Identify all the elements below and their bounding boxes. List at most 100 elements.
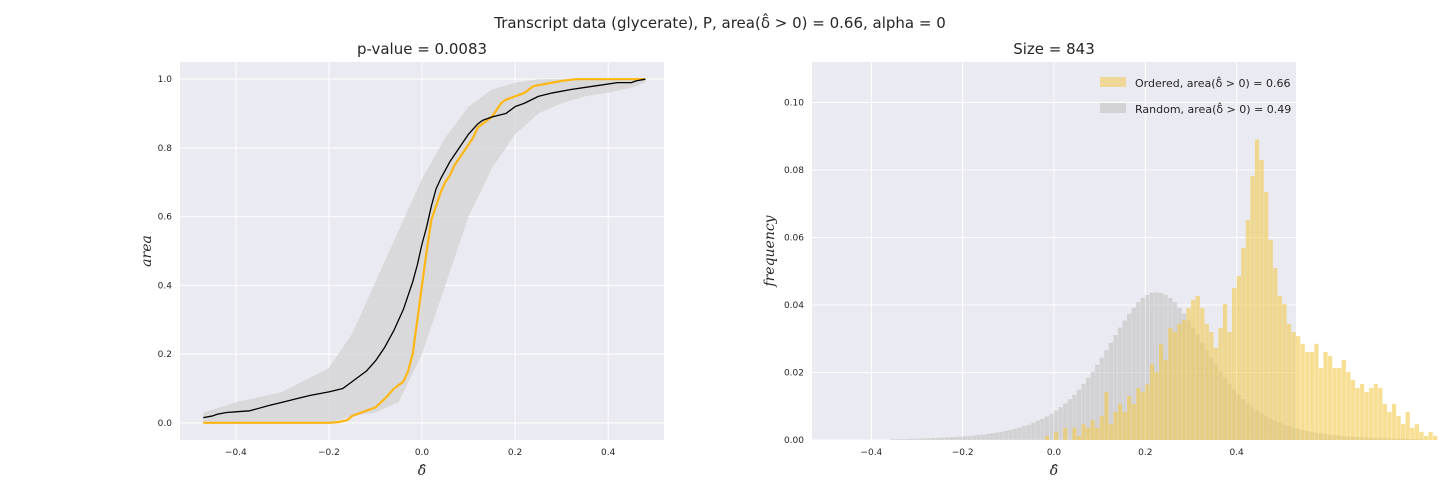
ordered-hist-bar xyxy=(1428,431,1433,440)
ordered-hist-bar xyxy=(1387,411,1392,440)
random-hist-bar xyxy=(1049,413,1054,440)
right-xtick-label: 0.4 xyxy=(1229,448,1244,458)
ordered-hist-bar xyxy=(1090,420,1095,440)
random-hist-bar xyxy=(994,432,999,440)
ordered-hist-bar xyxy=(1282,303,1287,440)
random-hist-bar xyxy=(1012,428,1018,440)
random-hist-bar xyxy=(935,437,940,440)
ordered-hist-bar xyxy=(1213,347,1219,440)
ordered-hist-bar xyxy=(1273,267,1278,441)
ordered-hist-bar xyxy=(1095,427,1100,440)
left-ytick-label: 0.0 xyxy=(158,419,173,429)
random-hist-bar xyxy=(1063,403,1068,440)
random-hist-bar xyxy=(1117,327,1123,440)
random-hist-bar xyxy=(1099,357,1104,440)
ordered-hist-bar xyxy=(1172,332,1177,440)
left-xtick-label: −0.2 xyxy=(318,448,340,458)
ordered-hist-bar xyxy=(1054,431,1059,440)
ordered-hist-bar xyxy=(1108,424,1114,440)
confidence-band xyxy=(203,79,646,423)
legend-swatch-ordered xyxy=(1100,77,1126,87)
random-hist-bar xyxy=(1067,399,1072,440)
right-ticks: −0.4 −0.2 0.0 0.2 0.4 0.00 0.02 0.04 0.06 0.08 0.1… xyxy=(784,99,1244,459)
ordered-hist-bar xyxy=(1323,351,1328,440)
ordered-hist-bar xyxy=(1245,219,1251,440)
ordered-hist-bar xyxy=(1378,388,1383,440)
random-hist-bar xyxy=(939,437,945,440)
ordered-hist-bar xyxy=(1072,427,1077,440)
right-xtick-label: −0.4 xyxy=(860,448,882,458)
random-hist-bar xyxy=(930,437,935,440)
right-ytick-label: 0.06 xyxy=(784,234,804,244)
ordered-hist-bar xyxy=(1241,247,1246,440)
right-title: Size = 843 xyxy=(1013,40,1095,58)
ordered-hist-bar xyxy=(1355,388,1360,440)
ordered-hist-bar xyxy=(1346,372,1351,440)
ordered-hist-bar xyxy=(1373,383,1378,440)
left-ticks: −0.4 −0.2 0.0 0.2 0.4 0.0 0.2 0.4 0.6 0.8 1.0 xyxy=(158,75,616,458)
random-hist-bar xyxy=(980,434,986,440)
left-ytick-label: 0.4 xyxy=(158,281,173,291)
random-hist-bar xyxy=(1054,410,1059,440)
ordered-hist-bar xyxy=(1168,327,1173,440)
ordered-hist-bar xyxy=(1296,336,1301,440)
random-hist-bar xyxy=(1136,302,1141,440)
left-ytick-label: 0.8 xyxy=(158,144,173,154)
random-area-line xyxy=(203,78,646,419)
left-xtick-label: 0.2 xyxy=(508,448,522,458)
ordered-hist-bar xyxy=(1149,364,1155,440)
left-xtick-label: 0.4 xyxy=(601,448,616,458)
legend-swatch-random xyxy=(1100,103,1126,113)
random-hist-bar xyxy=(1022,426,1027,440)
ordered-hist-bar xyxy=(1204,323,1209,440)
random-hist-bar xyxy=(1154,292,1159,440)
ordered-hist-bar xyxy=(1369,388,1374,440)
random-hist-bar xyxy=(944,437,949,440)
ordered-hist-bar xyxy=(1136,388,1141,440)
left-marks xyxy=(203,78,646,424)
ordered-hist-bar xyxy=(1401,424,1406,440)
ordered-hist-bar xyxy=(1117,403,1123,440)
right-ytick-label: 0.04 xyxy=(784,301,804,311)
left-xtick-label: −0.4 xyxy=(225,448,247,458)
ordered-hist-bar xyxy=(1085,427,1091,440)
ordered-hist-bar xyxy=(1122,411,1127,440)
ordered-hist-bar xyxy=(1190,299,1196,440)
ordered-hist-bar xyxy=(1268,239,1273,440)
right-ylabel: frequency xyxy=(762,214,778,287)
ordered-hist-bar xyxy=(1099,416,1104,440)
right-xtick-label: 0.2 xyxy=(1138,448,1152,458)
left-ylabel: area xyxy=(139,235,155,267)
ordered-hist-bar xyxy=(1154,372,1159,440)
left-xtick-label: 0.0 xyxy=(415,448,430,458)
left-ytick-label: 0.2 xyxy=(158,350,172,360)
random-hist-bar xyxy=(926,438,931,440)
random-hist-bar xyxy=(1003,430,1009,440)
random-hist-bar xyxy=(1081,383,1086,440)
ordered-hist-bar xyxy=(1305,351,1310,440)
ordered-hist-bar xyxy=(1419,431,1424,440)
ordered-hist-bar xyxy=(1405,411,1410,440)
ordered-hist-bar xyxy=(1327,355,1333,440)
random-hist-bar xyxy=(912,438,917,440)
random-hist-bar xyxy=(962,436,967,440)
random-hist-bar xyxy=(903,438,908,440)
random-hist-bar xyxy=(948,437,954,440)
random-hist-bar xyxy=(894,439,899,440)
random-hist-bar xyxy=(1008,429,1013,441)
ordered-hist-bar xyxy=(1364,392,1369,440)
ordered-hist-bar xyxy=(1186,308,1191,440)
random-hist-bar xyxy=(976,434,981,440)
random-hist-bar xyxy=(921,438,926,440)
right-ytick-label: 0.10 xyxy=(784,99,804,109)
ordered-hist-bar xyxy=(1177,323,1182,440)
ordered-hist-bar xyxy=(1209,332,1214,440)
ordered-hist-bar xyxy=(1259,159,1264,441)
random-hist-bar xyxy=(1145,294,1150,441)
random-hist-bar xyxy=(1040,418,1045,440)
ordered-hist-bar xyxy=(1104,392,1109,440)
ordered-hist-bar xyxy=(1232,288,1237,441)
left-panel: −0.4 −0.2 0.0 0.2 0.4 0.0 0.2 0.4 0.6 0.8 1.0 p-va… xyxy=(139,40,664,479)
right-xtick-label: −0.2 xyxy=(952,448,974,458)
